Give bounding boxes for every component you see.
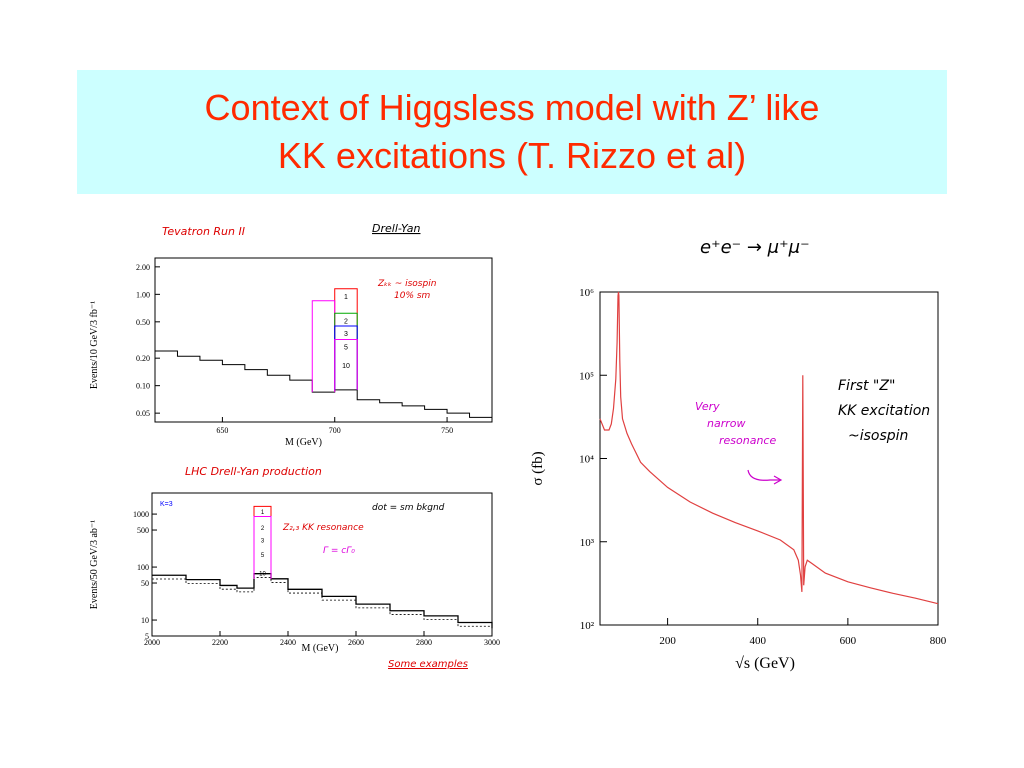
tevatron-background-series [155,350,493,421]
tevatron-ytick-label: 0.10 [136,382,150,391]
ee-mumu-xlabel: √s (GeV) [735,655,795,672]
tevatron-peak-label: 3 [344,331,348,338]
tevatron-peak-label: 10 [342,363,350,370]
tevatron-xtick-label: 750 [441,426,453,435]
tevatron-xlabel: M (GeV) [285,437,322,448]
lhc-xtick-label: 2800 [416,638,432,647]
ee-mumu-series [599,291,939,605]
ee-mumu-annotation-narrow: resonance [719,434,776,447]
lhc-xtick-label: 3000 [484,638,500,647]
tevatron-peak-label: 2 [344,318,348,325]
tevatron-subtitle: Drell-Yan [372,222,420,235]
tevatron-xtick-label: 650 [216,426,228,435]
lhc-ytick-label: 5 [145,632,149,641]
ee-mumu-annotation-kk: KK excitation [838,403,930,419]
ee-mumu-annotation-narrow: narrow [707,417,745,430]
slide-title-line-1: Context of Higgsless model with Z’ like [204,87,820,128]
tevatron-title: Tevatron Run II [162,225,245,238]
ee-mumu-xtick-label: 200 [659,635,676,647]
ee-mumu-arrow-head [773,475,783,485]
lhc-peak-label: 2 [261,526,265,532]
tevatron-peak-label: 1 [344,294,348,301]
tevatron-xtick-label: 700 [329,426,341,435]
lhc-sm-background-series [152,577,493,632]
lhc-ytick-label: 50 [141,579,149,588]
lhc-peak-series [253,516,272,579]
lhc-chart: LHC Drell-Yan production K=3 1000 500 100 50 1… [89,465,500,670]
ee-mumu-xtick-label: 800 [930,635,947,647]
tevatron-ytick-label: 0.50 [136,318,150,327]
lhc-xlabel: M (GeV) [302,643,339,654]
lhc-ytick-label: 1000 [133,510,149,519]
lhc-peak-label: 5 [261,553,265,559]
lhc-peak-label: 1 [261,510,265,516]
tevatron-ylabel: Events/10 GeV/3 fb⁻¹ [89,301,100,389]
title-banner: Context of Higgsless model with Z’ like … [77,70,947,194]
tevatron-chart: Tevatron Run II Drell-Yan 2.00 1.00 0.50 0.20… [89,222,493,448]
ee-mumu-annotation-arrow [747,469,780,481]
ee-mumu-frame [599,291,939,626]
lhc-frame [151,492,493,637]
lhc-ylabel: Events/50 GeV/3 ab⁻¹ [89,520,100,609]
slide-title: Context of Higgsless model with Z’ like … [77,84,947,180]
tevatron-peak-series [311,300,336,393]
lhc-peak-label: 3 [261,538,265,544]
ee-mumu-ylabel: σ (fb) [530,451,546,485]
lhc-ytick-label: 100 [137,563,149,572]
lhc-title: LHC Drell-Yan production [185,465,322,478]
ee-mumu-ytick-label: 10⁴ [579,454,594,466]
ee-mumu-annotation-kk: ~isospin [848,428,908,444]
ee-mumu-chart: e⁺e⁻ → μ⁺μ⁻ 10² 10³ 10⁴ 10⁵ 10⁶ 200 400 600 800 √s… [530,237,947,672]
lhc-xtick-label: 2600 [348,638,364,647]
lhc-annotation: Γ = cΓ₀ [323,546,355,556]
ee-mumu-xtick-label: 600 [840,635,857,647]
lhc-xtick-label: 2400 [280,638,296,647]
lhc-bottom-note: Some examples [388,659,468,670]
ee-mumu-ytick-label: 10² [580,620,595,632]
tevatron-ytick-label: 0.05 [136,409,150,418]
tevatron-ytick-label: 2.00 [136,263,150,272]
tevatron-annotation: 10% sm [394,291,431,301]
lhc-annotation: dot = sm bkgnd [372,503,445,513]
lhc-xtick-label: 2200 [212,638,228,647]
lhc-ytick-label: 500 [137,526,149,535]
lhc-xtick-label: 2000 [144,638,160,647]
lhc-peak-label: 10 [259,571,266,577]
lhc-corner-label: K=3 [160,501,173,508]
lhc-annotation: Z₂,₃ KK resonance [282,523,364,533]
ee-mumu-xtick-label: 400 [749,635,766,647]
ee-mumu-ytick-label: 10⁶ [579,287,594,299]
tevatron-frame [154,257,493,423]
lhc-ytick-label: 10 [141,616,149,625]
ee-mumu-ytick-label: 10⁵ [579,370,594,382]
tevatron-ytick-label: 1.00 [136,290,150,299]
lhc-series [152,573,493,629]
tevatron-annotation: Zₖₖ ~ isospin [377,279,437,289]
tevatron-ytick-label: 0.20 [136,354,150,363]
slide-title-line-2: KK excitations (T. Rizzo et al) [277,135,747,176]
ee-mumu-ytick-label: 10³ [580,537,595,549]
tevatron-peak-series [334,339,358,390]
tevatron-peak-label: 5 [344,345,348,352]
ee-mumu-annotation-narrow: Very [695,400,720,413]
ee-mumu-title: e⁺e⁻ → μ⁺μ⁻ [700,237,810,258]
ee-mumu-annotation-kk: First "Z" [838,378,895,394]
